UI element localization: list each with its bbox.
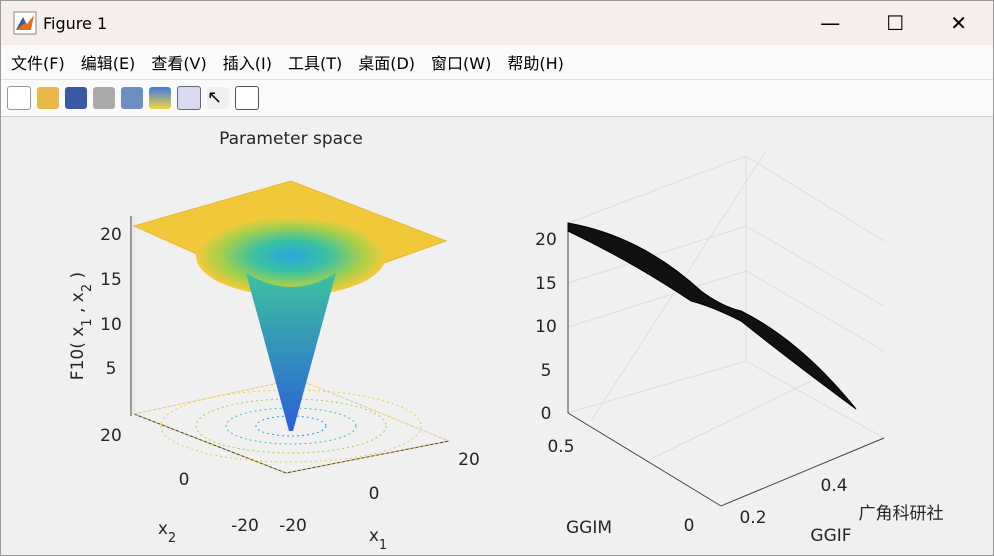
- toolbar: ↖: [1, 80, 993, 117]
- watermark: 广角科研社: [859, 504, 944, 524]
- z-tick-label: 10: [100, 315, 122, 335]
- menu-item[interactable]: 桌面(D): [358, 54, 416, 73]
- z-tick-label: 10: [535, 317, 557, 337]
- z-tick-label: 5: [541, 361, 552, 381]
- app-icon: [13, 11, 37, 35]
- colorbar-button[interactable]: [149, 87, 171, 109]
- new-button[interactable]: [7, 86, 31, 110]
- z-tick-label: 20: [535, 230, 557, 250]
- x-tick-label: 20: [458, 450, 480, 470]
- label-part: 2: [168, 531, 176, 546]
- z-tick-label: 15: [535, 274, 557, 294]
- menu-item[interactable]: 文件(F): [11, 54, 65, 73]
- right-axes: [567, 150, 885, 507]
- z-tick-label: 0: [541, 404, 552, 424]
- y-tick-label: 0: [684, 516, 695, 536]
- menu-item[interactable]: 查看(V): [151, 54, 207, 73]
- menu-item[interactable]: 窗口(W): [431, 54, 492, 73]
- x-tick-label: 0.2: [739, 508, 766, 528]
- y-tick-label: -20: [231, 516, 259, 536]
- z-tick-label: 20: [100, 225, 122, 245]
- y-tick-label: 20: [100, 426, 122, 446]
- x-tick-label: 0.4: [820, 476, 847, 496]
- y-axis-label: GGIM: [566, 518, 612, 538]
- x-axis-label: GGIF: [810, 526, 851, 546]
- y-tick-label: 0.5: [547, 437, 574, 457]
- maximize-button[interactable]: ☐: [886, 11, 905, 35]
- label-part: , x: [68, 292, 88, 318]
- z-tick-label: 5: [106, 359, 117, 379]
- title-bar: Figure 1 — ☐ ✕: [1, 1, 993, 45]
- link-button[interactable]: [121, 87, 143, 109]
- x-axis-label: x1: [369, 526, 387, 553]
- menu-item[interactable]: 帮助(H): [507, 54, 564, 73]
- x-tick-label: -20: [279, 516, 307, 536]
- plot-title: Parameter space: [219, 129, 363, 149]
- menu-item[interactable]: 插入(I): [222, 54, 272, 73]
- z-axis-label: F10( x1 , x2 ): [68, 272, 95, 380]
- x-tick-label: 0: [369, 484, 380, 504]
- window-title: Figure 1: [43, 13, 108, 33]
- y-tick-label: 0: [179, 470, 190, 490]
- save-button[interactable]: [65, 87, 87, 109]
- label-part: x: [369, 526, 379, 546]
- minimize-button[interactable]: —: [820, 11, 841, 35]
- close-button[interactable]: ✕: [950, 11, 967, 35]
- legend-button[interactable]: [177, 86, 201, 110]
- menu-item[interactable]: 编辑(E): [80, 54, 136, 73]
- property-button[interactable]: [235, 86, 259, 110]
- menu-item[interactable]: 工具(T): [287, 54, 343, 73]
- label-part: x: [158, 519, 168, 539]
- menu-bar: 文件(F) 编辑(E) 查看(V) 插入(I) 工具(T) 桌面(D) 窗口(W) 帮助(H): [1, 45, 993, 80]
- z-tick-label: 15: [100, 270, 122, 290]
- label-part: F10( x: [68, 327, 88, 381]
- label-part: ): [68, 272, 88, 284]
- print-button[interactable]: [93, 87, 115, 109]
- y-axis-label: x2: [158, 519, 176, 546]
- label-part: 1: [379, 538, 387, 553]
- open-button[interactable]: [37, 87, 59, 109]
- label-part: 1: [80, 318, 95, 326]
- label-part: 2: [80, 284, 95, 292]
- pointer-button[interactable]: ↖: [207, 87, 229, 109]
- left-axes: [130, 180, 451, 474]
- ribbon-surface: [567, 222, 857, 410]
